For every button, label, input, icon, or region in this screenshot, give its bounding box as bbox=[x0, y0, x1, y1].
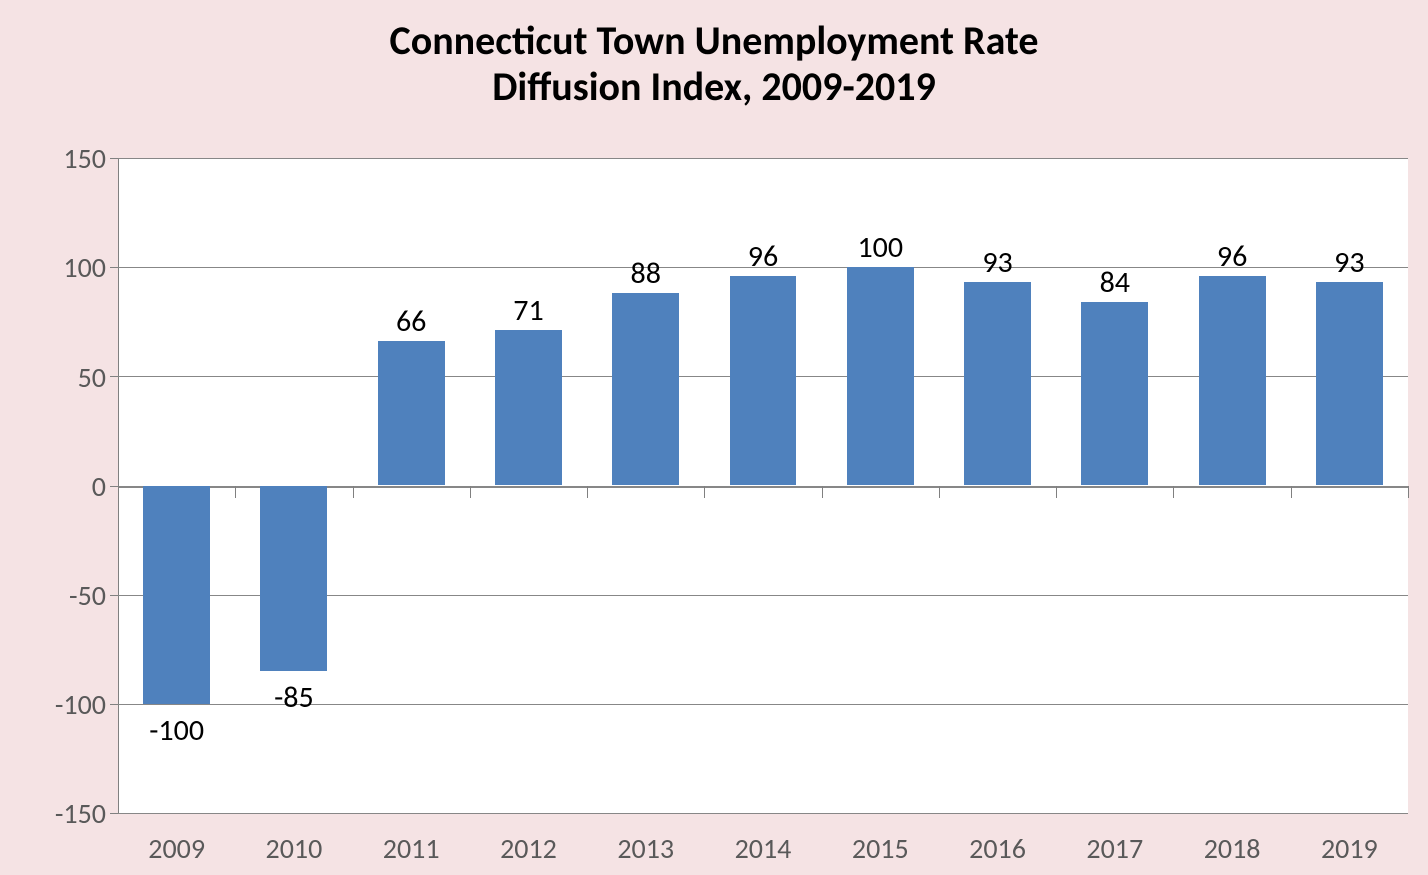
x-tick-mark bbox=[822, 486, 823, 498]
bar bbox=[1316, 282, 1383, 485]
y-tick-mark bbox=[110, 486, 118, 487]
x-tick-mark bbox=[939, 486, 940, 498]
data-label: 71 bbox=[470, 292, 587, 329]
x-tick-label: 2015 bbox=[822, 831, 939, 866]
y-tick-mark bbox=[110, 267, 118, 268]
chart-container: Connecticut Town Unemployment Rate Diffu… bbox=[0, 0, 1428, 875]
bar bbox=[847, 267, 914, 485]
x-tick-mark bbox=[1056, 486, 1057, 498]
x-tick-label: 2018 bbox=[1173, 831, 1290, 866]
x-tick-mark bbox=[1408, 486, 1409, 498]
bar bbox=[378, 341, 445, 485]
x-tick-mark bbox=[118, 486, 119, 498]
data-label: 96 bbox=[704, 238, 821, 275]
y-tick-label: 150 bbox=[11, 141, 106, 176]
data-label: 84 bbox=[1056, 264, 1173, 301]
bar bbox=[1199, 276, 1266, 486]
gridline bbox=[118, 158, 1408, 159]
x-tick-mark bbox=[1173, 486, 1174, 498]
x-tick-mark bbox=[470, 486, 471, 498]
bar bbox=[143, 486, 210, 704]
data-label: -85 bbox=[235, 679, 352, 716]
data-label: 66 bbox=[353, 303, 470, 340]
y-tick-label: -100 bbox=[11, 687, 106, 722]
y-tick-mark bbox=[110, 595, 118, 596]
data-label: 96 bbox=[1173, 238, 1290, 275]
x-tick-mark bbox=[704, 486, 705, 498]
x-tick-label: 2012 bbox=[470, 831, 587, 866]
gridline bbox=[118, 813, 1408, 814]
y-tick-mark bbox=[110, 376, 118, 377]
bar bbox=[612, 293, 679, 485]
y-tick-label: 100 bbox=[11, 250, 106, 285]
y-tick-mark bbox=[110, 158, 118, 159]
x-tick-label: 2014 bbox=[704, 831, 821, 866]
y-tick-label: 50 bbox=[11, 360, 106, 395]
data-label: 100 bbox=[822, 229, 939, 266]
x-tick-mark bbox=[587, 486, 588, 498]
y-tick-label: 0 bbox=[11, 469, 106, 504]
bar bbox=[495, 330, 562, 485]
x-tick-label: 2013 bbox=[587, 831, 704, 866]
data-label: 88 bbox=[587, 255, 704, 292]
data-label: -100 bbox=[118, 712, 235, 749]
y-tick-mark bbox=[110, 813, 118, 814]
x-tick-mark bbox=[1291, 486, 1292, 498]
x-tick-label: 2011 bbox=[353, 831, 470, 866]
y-tick-label: -50 bbox=[11, 578, 106, 613]
bar bbox=[260, 486, 327, 672]
plot-area: -150-100-50050100150-1002009-85201066201… bbox=[118, 158, 1408, 813]
data-label: 93 bbox=[939, 244, 1056, 281]
chart-title-line1: Connecticut Town Unemployment Rate bbox=[0, 18, 1428, 64]
y-tick-mark bbox=[110, 704, 118, 705]
x-tick-mark bbox=[353, 486, 354, 498]
bar bbox=[1081, 302, 1148, 485]
x-tick-label: 2017 bbox=[1056, 831, 1173, 866]
x-tick-mark bbox=[235, 486, 236, 498]
bar bbox=[964, 282, 1031, 485]
bar bbox=[730, 276, 797, 486]
data-label: 93 bbox=[1291, 244, 1408, 281]
x-tick-label: 2016 bbox=[939, 831, 1056, 866]
x-tick-label: 2010 bbox=[235, 831, 352, 866]
x-tick-label: 2009 bbox=[118, 831, 235, 866]
chart-title: Connecticut Town Unemployment Rate Diffu… bbox=[0, 18, 1428, 110]
chart-title-line2: Diffusion Index, 2009-2019 bbox=[0, 64, 1428, 110]
y-tick-label: -150 bbox=[11, 796, 106, 831]
x-tick-label: 2019 bbox=[1291, 831, 1408, 866]
